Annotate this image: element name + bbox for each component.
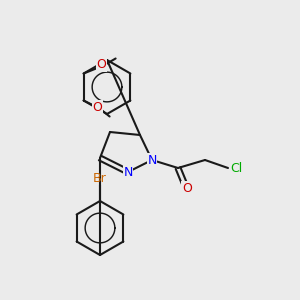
Text: Br: Br [93, 172, 107, 185]
Text: O: O [93, 101, 103, 114]
Text: Cl: Cl [230, 161, 242, 175]
Text: N: N [123, 166, 133, 178]
Text: O: O [182, 182, 192, 194]
Text: O: O [97, 58, 106, 71]
Text: N: N [147, 154, 157, 166]
